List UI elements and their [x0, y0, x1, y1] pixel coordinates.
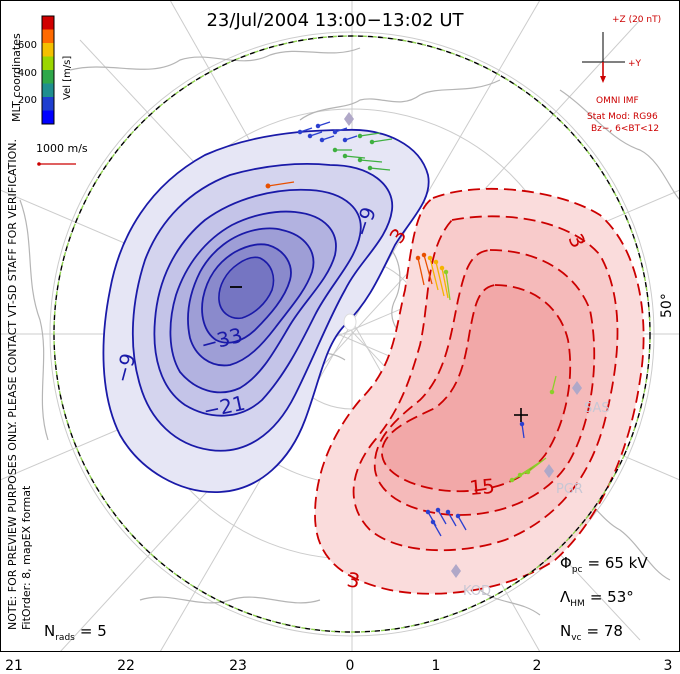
- imf-z-label: +Z (20 nT): [612, 15, 661, 25]
- colorbar-unit-label: Vel [m/s]: [62, 56, 73, 100]
- colorbar-cell: [42, 29, 54, 44]
- mlt-tick-22: 22: [117, 658, 135, 674]
- colorbar-tick-400: 400: [18, 68, 37, 79]
- velocity-colorbar: 600 400 200 Vel [m/s] MLT coordinates: [10, 15, 73, 125]
- map-title: 23/Jul/2004 13:00−13:02 UT: [206, 10, 464, 31]
- mlt-tick-1: 1: [432, 658, 441, 674]
- velocity-vectors: [265, 121, 557, 537]
- colorbar-cell: [42, 70, 54, 84]
- latitude-label: 50°: [659, 293, 675, 318]
- colorbar-cell: [42, 83, 54, 98]
- mlt-tick-2: 2: [533, 658, 542, 674]
- pole-marker: [343, 313, 357, 331]
- imf-condition: Bz−, 6<BT<12: [591, 124, 659, 134]
- coordinates-label: MLT coordinates: [10, 33, 23, 122]
- colorbar-cell: [42, 97, 54, 111]
- imf-clock: +Z (20 nT) +Y OMNI IMF Stat Mod: RG96 Bz…: [582, 15, 661, 134]
- colorbar-cell: [42, 110, 54, 125]
- vector-count: Nvc = 78: [560, 622, 623, 643]
- mlt-tick-3: 3: [664, 658, 673, 674]
- map-statistics: Φpc = 65 kV ΛHM = 53° Nvc = 78 Nrads = 5: [44, 554, 648, 643]
- radar-count: Nrads = 5: [44, 622, 107, 643]
- mlt-tick-21: 21: [5, 658, 23, 674]
- radar-label-sas: SAS: [584, 401, 610, 416]
- hm-latitude: ΛHM = 53°: [560, 588, 634, 609]
- radar-label-pgr: PGR: [556, 482, 583, 497]
- imf-source: OMNI IMF: [596, 96, 639, 106]
- mlt-tick-0: 0: [346, 658, 355, 674]
- colorbar-cell: [42, 43, 54, 57]
- imf-model: Stat Mod: RG96: [587, 112, 658, 122]
- imf-y-label: +Y: [628, 59, 642, 69]
- colorbar-cell: [42, 56, 54, 71]
- colorbar-cell: [42, 16, 54, 30]
- cross-polar-potential: Φpc = 65 kV: [560, 554, 648, 575]
- radar-label-kod: KOD: [463, 584, 491, 599]
- negative-potential-cell: [102, 129, 430, 493]
- positive-potential-cell: [314, 187, 645, 595]
- contour-label-pos-bottom: 3: [345, 567, 362, 593]
- preview-note: NOTE: FOR PREVIEW PURPOSES ONLY. PLEASE …: [6, 139, 19, 630]
- potential-maximum-marker: [514, 408, 528, 422]
- mlt-axis: 21 22 23 0 1 2 3: [5, 658, 672, 674]
- fit-order-note: FitOrder: 8, mapEX format: [20, 485, 33, 630]
- mlt-tick-23: 23: [229, 658, 247, 674]
- vector-scale-label: 1000 m/s: [36, 142, 88, 155]
- vector-scale: 1000 m/s: [36, 142, 88, 166]
- colorbar-tick-600: 600: [18, 40, 37, 51]
- colorbar-tick-200: 200: [18, 95, 37, 106]
- contour-label-pos-inner: 15: [468, 474, 495, 500]
- radar-site-markers: [344, 112, 582, 578]
